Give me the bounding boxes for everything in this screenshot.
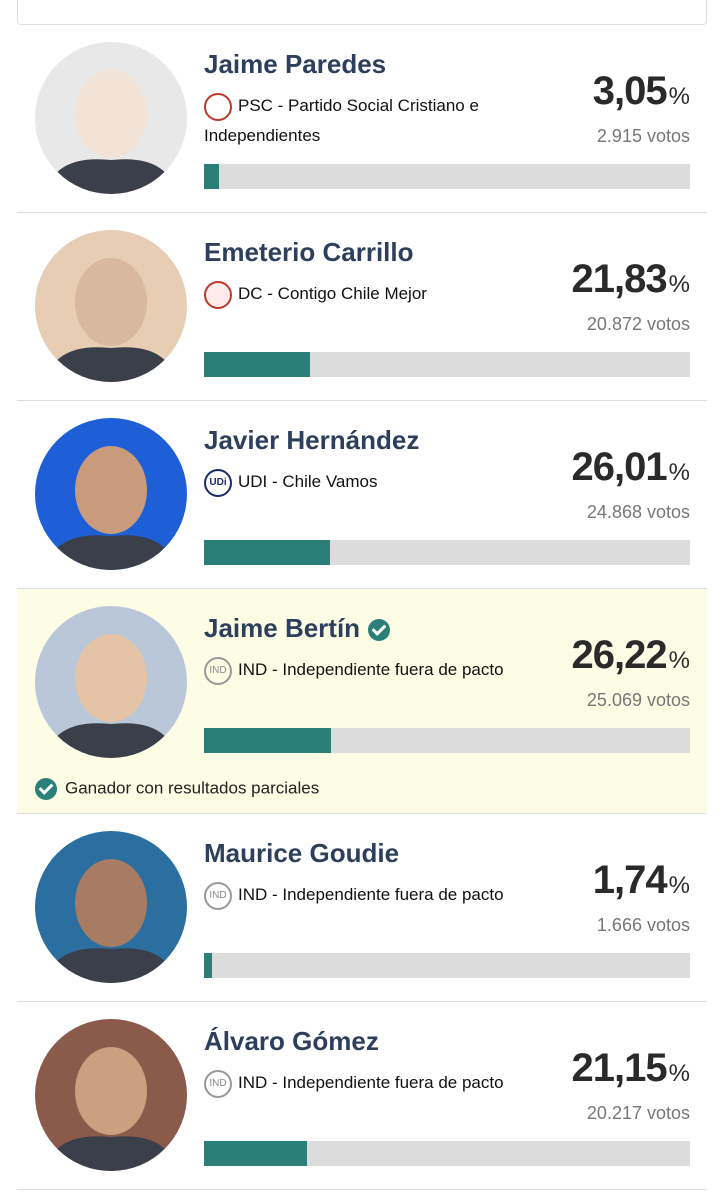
party-line: UDi UDI - Chile Vamos	[204, 467, 534, 497]
percent-sign: %	[668, 459, 690, 486]
party-name: UDI - Chile Vamos	[238, 472, 378, 491]
vote-bar	[204, 164, 219, 189]
candidate-row: Álvaro Gómez IND IND - Independiente fuera…	[17, 1002, 707, 1190]
name-text: Álvaro Gómez	[204, 1026, 379, 1056]
vote-bar	[204, 540, 331, 565]
photo-art	[35, 418, 187, 570]
winner-note: Ganador con resultados parciales	[35, 778, 319, 800]
photo-art	[35, 606, 187, 758]
percentage: 1,74%	[593, 858, 690, 903]
name-text: Jaime Bertín	[204, 613, 361, 643]
percentage: 3,05%	[593, 69, 690, 114]
candidate-row: Javier Hernández UDi UDI - Chile Vamos 26,0…	[17, 401, 707, 589]
party-logo	[204, 92, 232, 121]
candidate-name: Álvaro Gómez	[204, 1026, 379, 1057]
candidate-name: Javier Hernández	[204, 425, 419, 456]
bar-track	[204, 728, 690, 753]
vote-count: 20.217 votos	[586, 1103, 690, 1123]
photo-art	[35, 230, 187, 382]
vote-bar	[204, 1141, 307, 1166]
name-text: Jaime Paredes	[204, 49, 387, 79]
percentage: 26,01%	[572, 445, 690, 490]
photo-art	[35, 1019, 187, 1171]
party-line: DC - Contigo Chile Mejor	[204, 279, 534, 309]
results-list: Jaime Paredes PSC - Partido Social Cristi…	[17, 0, 707, 1190]
candidate-name: Jaime Paredes	[204, 49, 386, 80]
candidate-row: Maurice Goudie IND IND - Independiente fue…	[17, 814, 707, 1002]
vote-count: 1.666 votos	[596, 915, 690, 935]
percent-sign: %	[668, 1060, 690, 1087]
candidate-photo	[35, 1019, 187, 1171]
candidate-photo	[35, 230, 187, 382]
vote-count: 20.872 votos	[586, 314, 690, 334]
candidate-row: Emeterio Carrillo DC - Contigo Chile Mejo…	[17, 213, 707, 401]
percent-sign: %	[668, 647, 690, 674]
candidate-photo	[35, 606, 187, 758]
party-name: IND - Independiente fuera de pacto	[238, 660, 504, 679]
bar-track	[204, 1141, 690, 1166]
bar-track	[204, 164, 690, 189]
vote-count: 2.915 votos	[596, 126, 690, 146]
bar-track	[204, 953, 690, 978]
percent-value: 21,83	[571, 257, 668, 301]
candidate-row: Jaime Paredes PSC - Partido Social Cristi…	[17, 25, 707, 213]
percent-value: 26,01	[571, 445, 668, 489]
party-line: IND IND - Independiente fuera de pacto	[204, 880, 534, 910]
party-name: DC - Contigo Chile Mejor	[238, 284, 427, 303]
party-name: IND - Independiente fuera de pacto	[238, 1073, 504, 1092]
name-text: Maurice Goudie	[204, 838, 400, 868]
photo-art	[35, 42, 187, 194]
party-line: PSC - Partido Social Cristiano e Indepen…	[204, 91, 534, 150]
candidate-row: Jaime Bertín IND IND - Independiente fuera…	[17, 589, 707, 814]
vote-count: 24.868 votos	[586, 502, 690, 522]
photo-art	[35, 831, 187, 983]
percent-sign: %	[668, 271, 690, 298]
candidate-name: Jaime Bertín	[204, 613, 398, 644]
candidate-name: Emeterio Carrillo	[204, 237, 414, 268]
percent-value: 21,15	[571, 1046, 668, 1090]
party-logo	[204, 280, 232, 309]
name-text: Javier Hernández	[204, 425, 420, 455]
percent-sign: %	[668, 872, 690, 899]
percent-value: 1,74	[592, 858, 668, 902]
note-check	[35, 778, 57, 800]
percentage: 21,83%	[572, 257, 690, 302]
party-logo: IND	[204, 1069, 232, 1098]
party-name: PSC - Partido Social Cristiano e Indepen…	[204, 96, 479, 145]
percent-sign: %	[668, 83, 690, 110]
note-text: Ganador con resultados parciales	[65, 778, 320, 798]
candidate-photo	[35, 418, 187, 570]
party-logo: IND	[204, 881, 232, 910]
winner-check	[368, 619, 391, 642]
party-name: IND - Independiente fuera de pacto	[238, 885, 504, 904]
vote-bar	[204, 352, 311, 377]
percent-value: 3,05	[592, 69, 668, 113]
candidate-photo	[35, 831, 187, 983]
bar-track	[204, 540, 690, 565]
bar-track	[204, 352, 690, 377]
party-line: IND IND - Independiente fuera de pacto	[204, 655, 534, 685]
party-logo: UDi	[204, 468, 232, 497]
candidate-name: Maurice Goudie	[204, 838, 399, 869]
percentage: 21,15%	[572, 1046, 690, 1091]
name-text: Emeterio Carrillo	[204, 237, 414, 267]
vote-count: 25.069 votos	[586, 690, 690, 710]
vote-bar	[204, 728, 332, 753]
card-top	[17, 0, 707, 25]
party-logo: IND	[204, 656, 232, 685]
party-line: IND IND - Independiente fuera de pacto	[204, 1068, 534, 1098]
percent-value: 26,22	[571, 633, 668, 677]
vote-bar	[204, 953, 213, 978]
percentage: 26,22%	[572, 633, 690, 678]
candidate-photo	[35, 42, 187, 194]
